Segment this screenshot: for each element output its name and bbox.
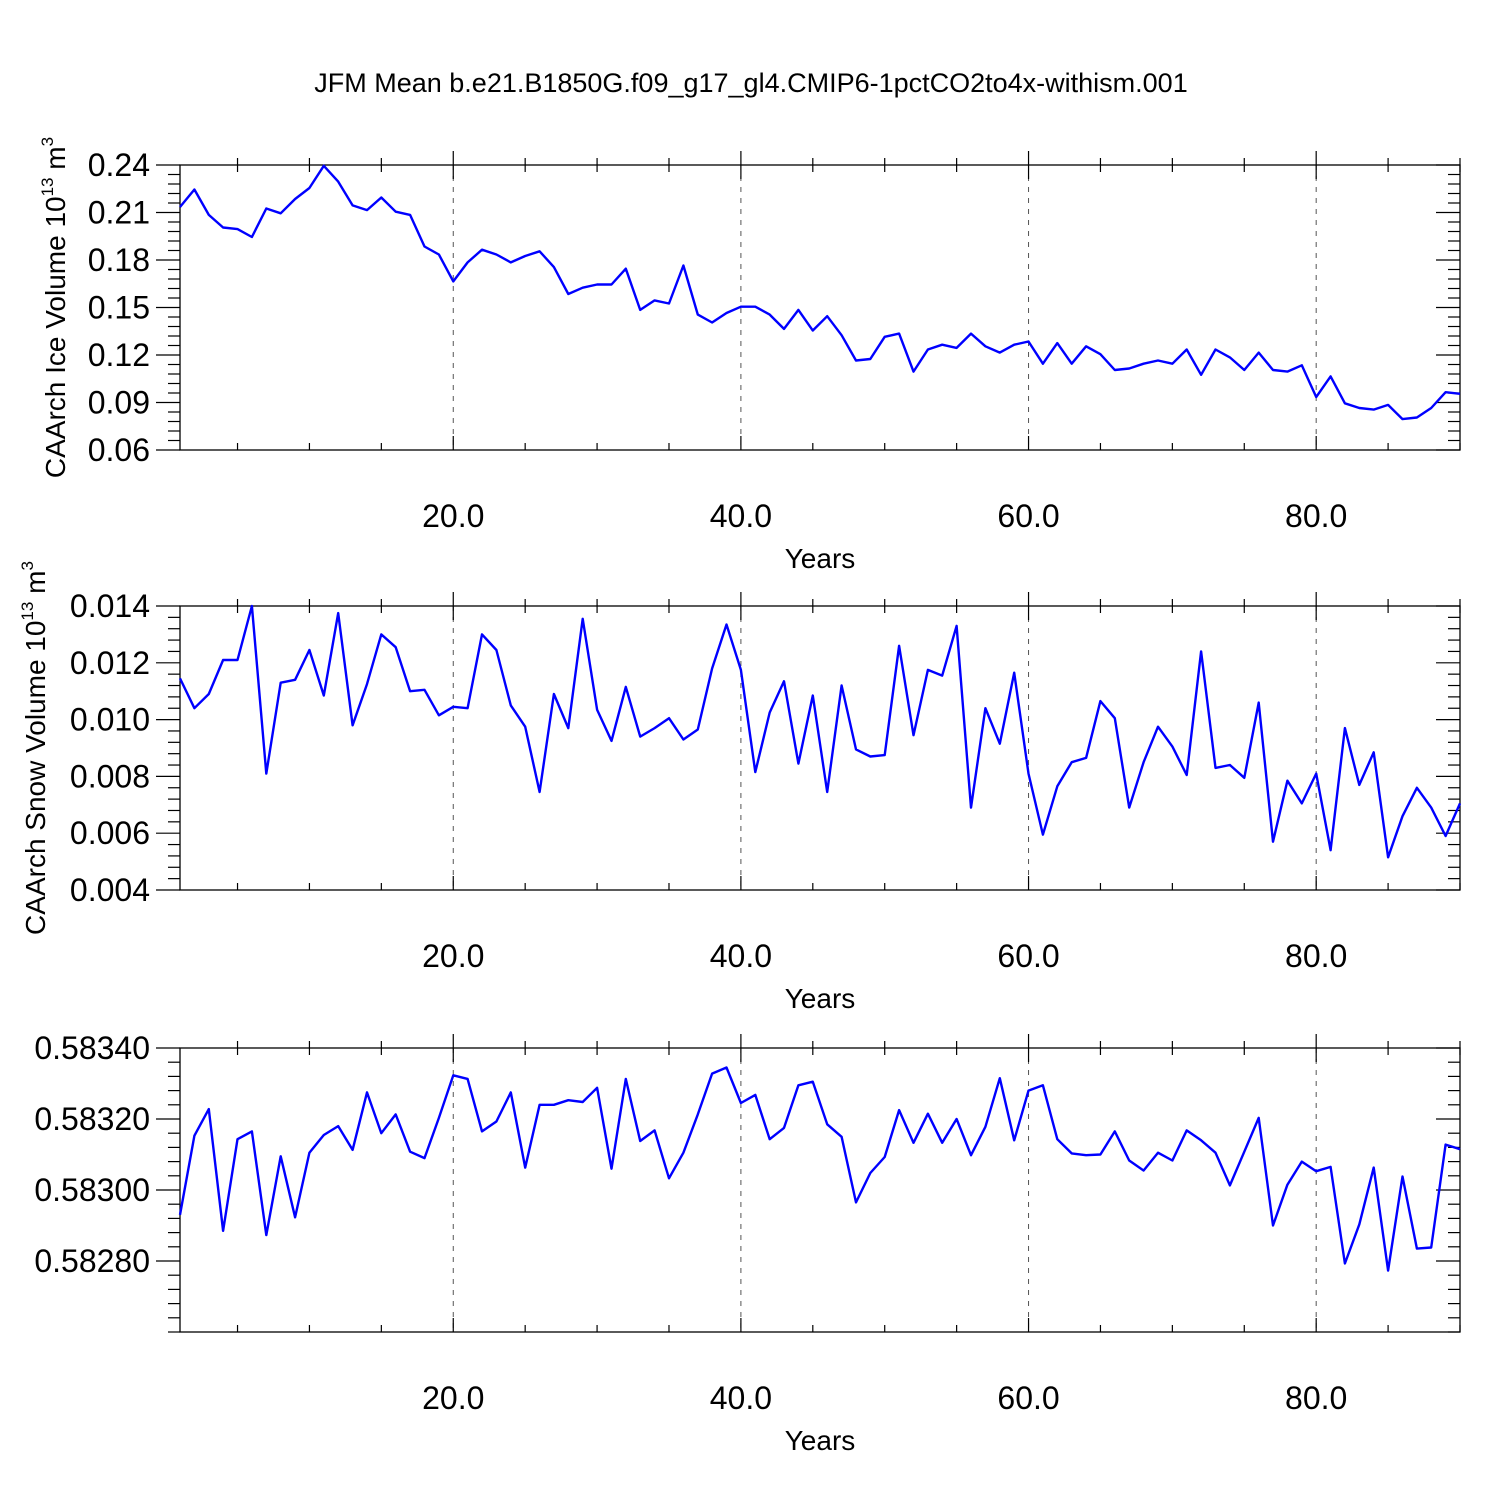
plot-frame — [179, 605, 1461, 891]
y-tick-label: 0.008 — [70, 758, 150, 794]
x-tick-label: 40.0 — [710, 938, 772, 974]
x-axis-label: Years — [785, 1425, 856, 1456]
x-tick-label: 40.0 — [710, 498, 772, 534]
y-tick-label: 0.58340 — [34, 1030, 150, 1066]
x-tick-label: 20.0 — [422, 938, 484, 974]
figure-title: JFM Mean b.e21.B1850G.f09_g17_gl4.CMIP6-… — [314, 68, 1187, 98]
y-tick-label: 0.014 — [70, 588, 150, 624]
x-tick-label: 20.0 — [422, 1380, 484, 1416]
x-tick-label: 80.0 — [1285, 498, 1347, 534]
series-line — [178, 1066, 1461, 1272]
x-tick-label: 20.0 — [422, 498, 484, 534]
y-tick-label: 0.21 — [88, 195, 150, 231]
x-tick-label: 80.0 — [1285, 938, 1347, 974]
y-tick-label: 0.58320 — [34, 1101, 150, 1137]
x-tick-label: 40.0 — [710, 1380, 772, 1416]
series-line — [178, 604, 1462, 859]
y-tick-label: 0.58300 — [34, 1172, 150, 1208]
y-tick-label: 0.012 — [70, 645, 150, 681]
x-axis-label: Years — [785, 543, 856, 574]
panel-1: 20.0 40.0 60.0 80.0 Years 0.06 0.09 0.12 0.15 0.1… — [38, 137, 1461, 574]
y-axis-label: CAArch Snow Volume 1013 m3 — [18, 561, 51, 935]
y-tick-label: 0.15 — [88, 290, 150, 326]
y-tick-label: 0.06 — [88, 432, 150, 468]
x-tick-label: 80.0 — [1285, 1380, 1347, 1416]
y-tick-label: 0.58280 — [34, 1243, 150, 1279]
plot-frame — [179, 164, 1461, 451]
x-tick-label: 60.0 — [997, 938, 1059, 974]
y-tick-label: 0.24 — [88, 147, 150, 183]
panel-3: 20.0 40.0 60.0 80.0 Years 0.58280 0.58300 0.583… — [34, 1030, 1461, 1456]
y-tick-label: 0.004 — [70, 872, 150, 908]
x-axis-label: Years — [785, 983, 856, 1014]
panel-2: 20.0 40.0 60.0 80.0 Years 0.004 0.006 0.008 0.01… — [18, 561, 1462, 1014]
x-tick-label: 60.0 — [997, 1380, 1059, 1416]
y-tick-label: 0.006 — [70, 815, 150, 851]
y-tick-label: 0.12 — [88, 337, 150, 373]
y-tick-label: 0.09 — [88, 385, 150, 421]
x-tick-label: 60.0 — [997, 498, 1059, 534]
y-tick-label: 0.18 — [88, 242, 150, 278]
y-axis-label: CAArch Ice Volume 1013 m3 — [38, 137, 71, 478]
series-line — [179, 164, 1461, 421]
y-tick-label: 0.010 — [70, 702, 150, 738]
